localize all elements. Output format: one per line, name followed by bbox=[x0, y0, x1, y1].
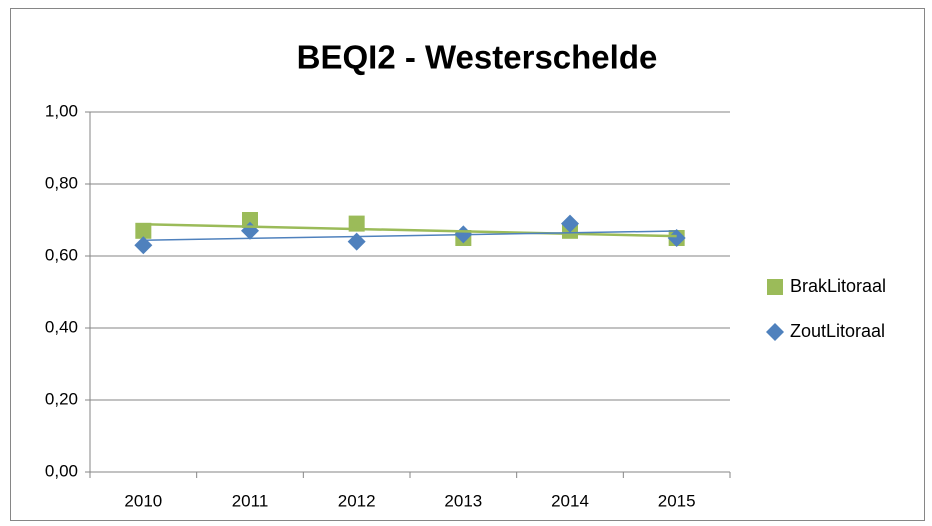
legend-label: BrakLitoraal bbox=[790, 276, 886, 296]
chart-title: BEQI2 - Westerschelde bbox=[297, 39, 658, 76]
legend-label: ZoutLitoraal bbox=[790, 321, 885, 341]
legend-marker bbox=[767, 279, 783, 295]
trendline bbox=[143, 223, 677, 238]
y-tick-label: 0,00 bbox=[45, 461, 78, 480]
trendline bbox=[143, 230, 677, 241]
data-point bbox=[348, 215, 365, 232]
x-tick-label: 2015 bbox=[658, 491, 696, 510]
x-tick-label: 2014 bbox=[551, 491, 589, 510]
y-tick-label: 0,40 bbox=[45, 317, 78, 336]
y-tick-label: 0,20 bbox=[45, 389, 78, 408]
chart-frame bbox=[10, 8, 925, 521]
legend-marker bbox=[766, 323, 784, 341]
data-point bbox=[242, 212, 258, 228]
y-tick-label: 1,00 bbox=[45, 101, 78, 120]
y-tick-label: 0,80 bbox=[45, 173, 78, 192]
x-tick-label: 2013 bbox=[444, 491, 482, 510]
data-point bbox=[561, 214, 579, 233]
data-point bbox=[135, 222, 152, 239]
x-tick-label: 2010 bbox=[124, 491, 162, 510]
data-point bbox=[667, 229, 686, 247]
y-tick-label: 0,60 bbox=[45, 245, 78, 264]
x-tick-label: 2012 bbox=[338, 491, 376, 510]
x-tick-label: 2011 bbox=[232, 491, 269, 510]
